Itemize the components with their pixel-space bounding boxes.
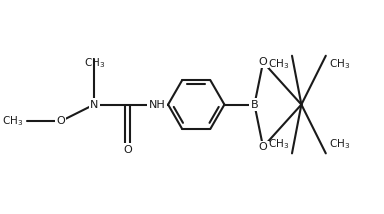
Text: O: O: [259, 142, 268, 152]
Text: CH$_3$: CH$_3$: [329, 58, 350, 71]
Text: NH: NH: [149, 100, 165, 110]
Text: CH$_3$: CH$_3$: [268, 58, 289, 71]
Text: CH$_3$: CH$_3$: [2, 114, 23, 128]
Text: CH$_3$: CH$_3$: [329, 138, 350, 152]
Text: B: B: [251, 100, 258, 110]
Text: CH$_3$: CH$_3$: [268, 138, 289, 152]
Text: CH$_3$: CH$_3$: [83, 56, 105, 70]
Text: O: O: [56, 116, 65, 126]
Text: O: O: [259, 57, 268, 67]
Text: N: N: [90, 100, 98, 110]
Text: O: O: [124, 145, 132, 155]
